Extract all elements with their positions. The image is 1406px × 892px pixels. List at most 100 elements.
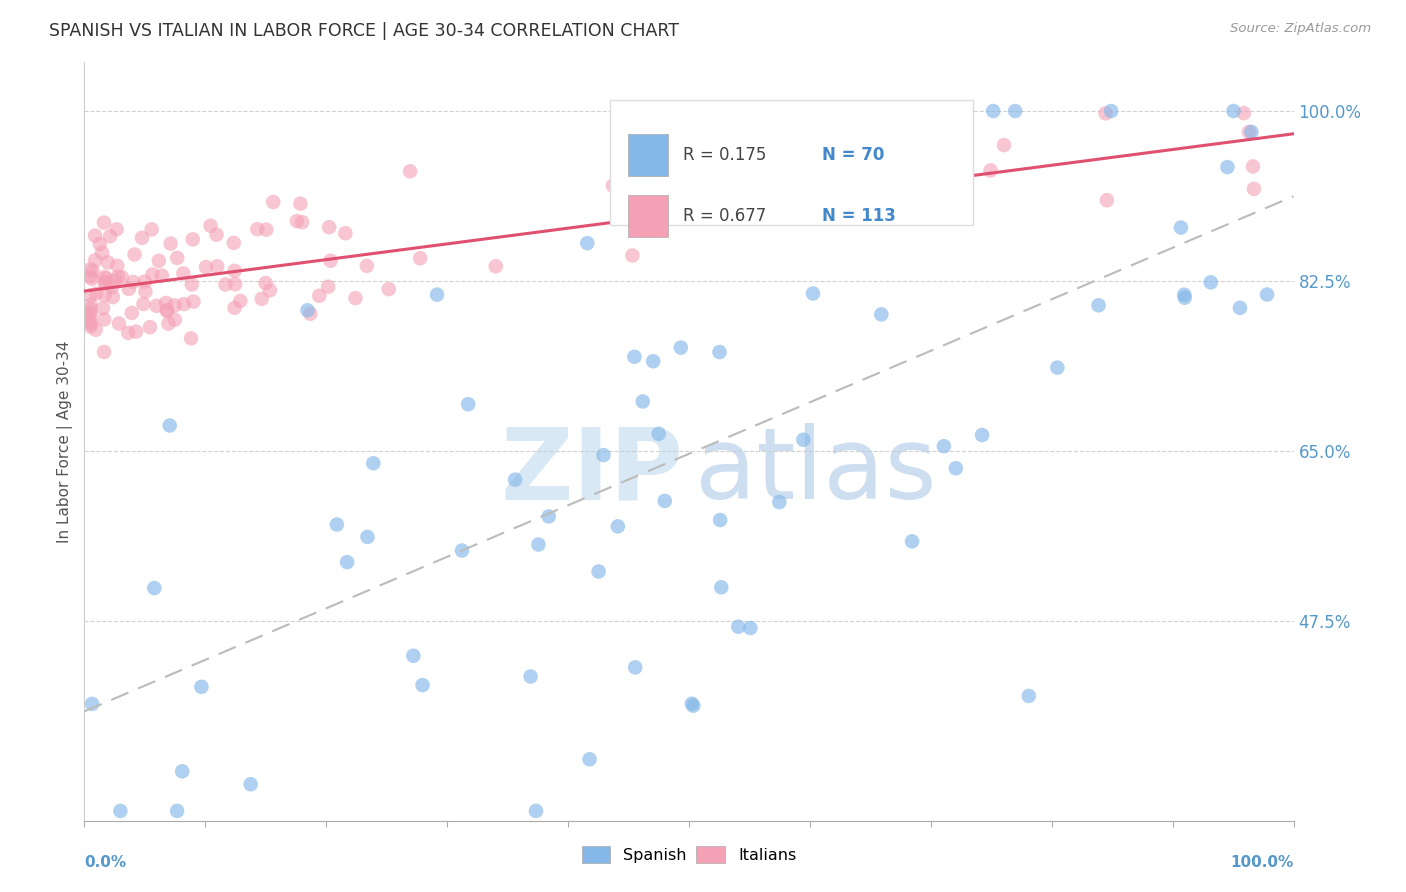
Point — [524, 804, 547, 818]
Point — [426, 287, 449, 301]
Point — [602, 178, 624, 193]
Point — [932, 439, 955, 453]
Point — [150, 268, 173, 283]
Point — [134, 275, 156, 289]
Point — [132, 297, 155, 311]
Point — [1087, 298, 1109, 312]
Point — [1256, 287, 1278, 301]
Point — [859, 179, 882, 194]
Point — [111, 270, 134, 285]
Point — [623, 350, 645, 364]
FancyBboxPatch shape — [610, 100, 973, 226]
Point — [377, 282, 399, 296]
Point — [200, 219, 222, 233]
Point — [93, 345, 115, 359]
Point — [669, 341, 692, 355]
Point — [205, 260, 228, 274]
Point — [101, 290, 124, 304]
Point — [740, 621, 762, 635]
Point — [229, 293, 252, 308]
Point — [181, 232, 204, 246]
Point — [356, 530, 378, 544]
Text: N = 70: N = 70 — [823, 146, 884, 164]
Text: 100.0%: 100.0% — [1230, 855, 1294, 870]
Point — [183, 294, 205, 309]
Point — [180, 331, 202, 345]
Point — [297, 303, 319, 318]
Point — [344, 291, 367, 305]
Point — [1004, 103, 1026, 118]
Point — [190, 680, 212, 694]
Text: R = 0.677: R = 0.677 — [683, 207, 766, 225]
Point — [1018, 689, 1040, 703]
Point — [222, 235, 245, 250]
Text: ZIP: ZIP — [501, 424, 683, 520]
Point — [214, 277, 236, 292]
Point — [163, 298, 186, 312]
Point — [148, 253, 170, 268]
Point — [108, 317, 131, 331]
Point — [105, 222, 128, 236]
Point — [290, 196, 312, 211]
Point — [319, 253, 342, 268]
Point — [159, 236, 181, 251]
Point — [1241, 160, 1264, 174]
Text: 0.0%: 0.0% — [84, 855, 127, 870]
Point — [79, 305, 101, 319]
Point — [159, 418, 181, 433]
Point — [94, 276, 117, 290]
Point — [105, 259, 128, 273]
Point — [1240, 125, 1263, 139]
Point — [141, 222, 163, 236]
Point — [883, 183, 905, 197]
Point — [82, 264, 104, 278]
Point — [131, 231, 153, 245]
Point — [91, 245, 114, 260]
Point — [94, 271, 117, 285]
Point — [801, 286, 824, 301]
Point — [143, 581, 166, 595]
Point — [647, 426, 669, 441]
Text: R = 0.175: R = 0.175 — [683, 146, 766, 164]
Point — [224, 277, 246, 292]
Point — [79, 269, 101, 284]
Point — [79, 288, 101, 302]
Point — [239, 777, 262, 791]
Point — [915, 142, 938, 156]
Point — [710, 580, 733, 594]
Point — [141, 268, 163, 282]
Point — [621, 248, 644, 262]
Point — [104, 273, 127, 287]
Point — [842, 190, 865, 204]
Point — [224, 301, 246, 315]
Point — [588, 565, 610, 579]
Point — [884, 103, 907, 118]
Point — [335, 226, 357, 240]
Point — [254, 276, 277, 290]
Point — [166, 251, 188, 265]
Point — [412, 678, 434, 692]
Point — [84, 253, 107, 268]
Point — [308, 289, 330, 303]
Point — [643, 354, 665, 368]
Point — [917, 103, 939, 118]
Point — [457, 397, 479, 411]
Point — [79, 262, 101, 277]
Point — [727, 620, 749, 634]
Point — [1243, 182, 1265, 196]
Point — [326, 517, 349, 532]
Point — [1229, 301, 1251, 315]
Point — [122, 275, 145, 289]
Point — [654, 494, 676, 508]
Point — [980, 163, 1002, 178]
Point — [981, 103, 1004, 118]
Point — [93, 269, 115, 284]
Point — [79, 308, 101, 322]
Point — [139, 320, 162, 334]
Point — [166, 804, 188, 818]
Point — [1095, 193, 1118, 207]
Y-axis label: In Labor Force | Age 30-34: In Labor Force | Age 30-34 — [58, 340, 73, 543]
Text: SPANISH VS ITALIAN IN LABOR FORCE | AGE 30-34 CORRELATION CHART: SPANISH VS ITALIAN IN LABOR FORCE | AGE … — [49, 22, 679, 40]
Point — [98, 229, 121, 244]
Point — [82, 697, 104, 711]
